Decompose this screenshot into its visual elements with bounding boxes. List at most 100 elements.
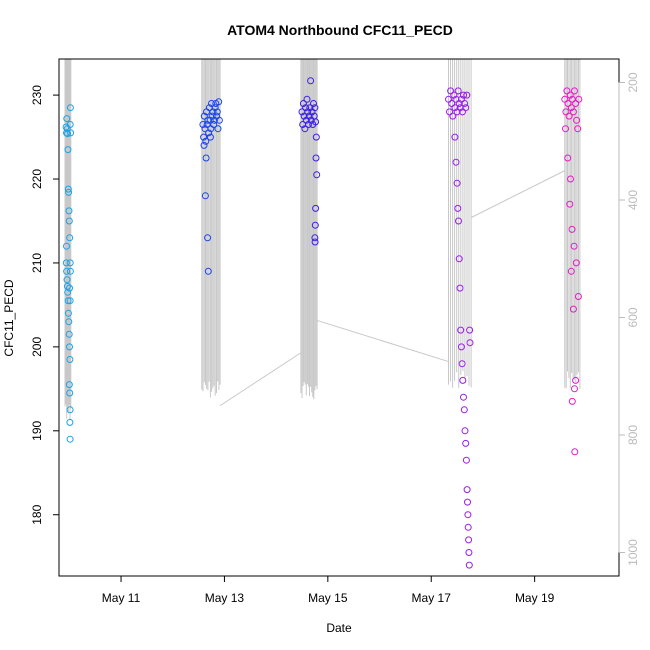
data-point <box>460 406 468 414</box>
data-point <box>209 108 217 116</box>
data-point <box>570 242 578 250</box>
data-point <box>66 234 74 242</box>
y-tick-label: 200 <box>30 337 44 357</box>
data-point <box>465 561 473 569</box>
y-axis: 180 190 200 210 220 230 <box>30 85 60 525</box>
data-point <box>66 435 74 443</box>
data-point <box>574 125 582 133</box>
data-point <box>64 288 72 296</box>
data-point <box>460 91 467 99</box>
data-point <box>299 100 307 107</box>
data-point <box>457 343 465 351</box>
data-point <box>456 284 464 292</box>
data-point <box>574 293 582 300</box>
y-tick-label: 180 <box>30 504 44 524</box>
series-3 <box>298 77 321 246</box>
data-point <box>200 133 208 141</box>
data-point <box>464 498 471 506</box>
data-point <box>451 104 459 112</box>
data-point <box>568 225 576 233</box>
data-point <box>571 385 578 393</box>
data-point <box>63 276 71 284</box>
series-1 <box>62 104 75 443</box>
data-point <box>455 217 462 225</box>
data-point <box>205 129 213 137</box>
data-point <box>462 456 470 464</box>
data-point <box>562 125 569 133</box>
data-point <box>311 238 319 246</box>
data-point <box>568 397 576 405</box>
data-point <box>567 104 575 112</box>
data-point <box>455 255 463 263</box>
data-point <box>301 125 309 133</box>
data-point <box>65 318 73 326</box>
data-point <box>210 121 218 128</box>
altitude-spikes-4 <box>448 59 472 388</box>
data-point <box>456 104 464 112</box>
data-point <box>564 100 572 107</box>
data-point <box>312 133 320 141</box>
data-point <box>572 259 580 267</box>
data-point <box>446 108 453 116</box>
data-point <box>63 267 71 275</box>
y-tick-label: 190 <box>30 420 44 440</box>
data-point <box>300 112 308 120</box>
y-tick-label: 220 <box>30 169 44 189</box>
data-point <box>215 98 223 106</box>
data-point <box>66 121 74 128</box>
data-point <box>64 297 72 305</box>
y2-tick-label: 800 <box>626 425 640 445</box>
data-point <box>573 116 581 124</box>
data-point <box>66 267 74 275</box>
data-point <box>307 77 315 85</box>
data-point <box>460 393 467 401</box>
altitude-spikes-1 <box>64 59 72 420</box>
data-point <box>312 204 320 212</box>
data-point <box>463 91 471 99</box>
y2-tick-label: 1000 <box>626 539 640 566</box>
y2-tick-label: 200 <box>626 72 640 92</box>
data-point <box>465 536 473 544</box>
data-point <box>455 100 463 107</box>
data-point <box>461 100 469 107</box>
altitude-spikes-2 <box>201 59 221 398</box>
data-point <box>62 259 70 267</box>
data-point <box>211 104 219 112</box>
data-point <box>204 267 212 275</box>
data-point <box>450 91 458 99</box>
data-point <box>200 141 208 149</box>
data-point <box>66 104 74 112</box>
altitude-transit-2 <box>316 319 449 363</box>
data-point <box>463 486 471 494</box>
y-axis-label: CFC11_PECD <box>2 279 16 356</box>
data-point <box>199 121 207 128</box>
data-point <box>465 549 473 556</box>
data-point <box>567 175 574 183</box>
data-point <box>65 330 73 338</box>
data-point <box>214 125 222 133</box>
data-point <box>566 200 574 208</box>
data-point <box>306 104 314 112</box>
data-point <box>461 427 469 435</box>
x-axis: May 11 May 13 May 15 May 17 May 19 <box>102 575 555 605</box>
data-point <box>66 297 74 305</box>
data-point <box>65 217 73 225</box>
chart-title: ATOM4 Northbound CFC11_PECD <box>227 22 453 38</box>
data-point <box>449 112 457 120</box>
data-point <box>303 95 311 103</box>
y2-tick-label: 600 <box>626 307 640 327</box>
data-point <box>313 171 321 179</box>
data-point <box>202 154 210 162</box>
data-point <box>215 116 223 124</box>
series-2 <box>199 98 223 275</box>
data-point <box>459 376 467 384</box>
x-tick-label: May 19 <box>515 591 555 605</box>
data-point <box>572 376 580 384</box>
data-point <box>210 116 218 124</box>
x-tick-label: May 11 <box>102 591 141 605</box>
data-point <box>454 87 462 95</box>
data-point <box>454 204 462 212</box>
data-point <box>462 439 470 447</box>
data-point <box>466 326 474 334</box>
